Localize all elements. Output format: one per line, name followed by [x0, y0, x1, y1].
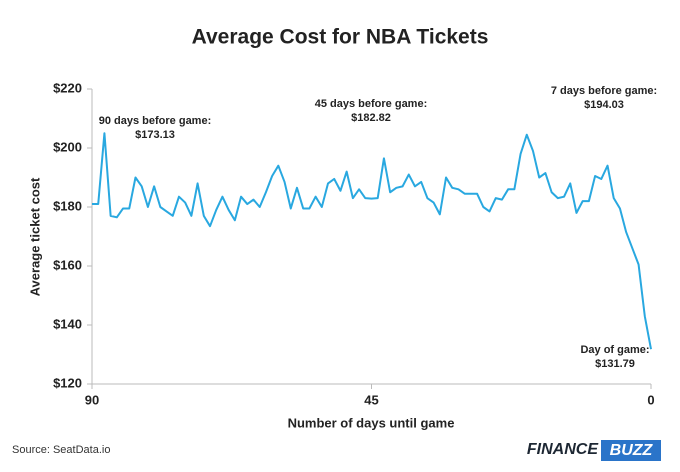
source: Source: SeatData.io: [12, 444, 110, 456]
x-tick-label: 90: [85, 392, 99, 407]
y-tick-label: $200: [53, 139, 82, 154]
y-tick-label: $160: [53, 257, 82, 272]
annotation: 7 days before game:: [551, 85, 657, 97]
logo-box: [601, 440, 661, 461]
logo: FINANCE BUZZ: [527, 440, 661, 461]
y-axis-label: Average ticket cost: [27, 177, 42, 296]
y-tick-label: $120: [53, 375, 82, 390]
annotation: Day of game:: [580, 344, 649, 356]
annotation: 45 days before game:: [315, 98, 428, 110]
y-tick-label: $140: [53, 316, 82, 331]
y-tick-label: $220: [53, 80, 82, 95]
chart-title: Average Cost for NBA Tickets: [192, 26, 489, 49]
x-tick-label: 45: [364, 392, 378, 407]
annotation: $173.13: [135, 129, 175, 141]
x-tick-label: 0: [647, 392, 654, 407]
annotation: $131.79: [595, 358, 635, 370]
x-axis-label: Number of days until game: [288, 415, 455, 430]
y-tick-label: $180: [53, 198, 82, 213]
logo-text: BUZZ: [610, 442, 654, 459]
logo-text: FINANCE: [527, 441, 599, 458]
annotation: $194.03: [584, 99, 624, 111]
annotation: 90 days before game:: [99, 115, 212, 127]
line: [92, 132, 652, 350]
annotation: $182.82: [351, 112, 391, 124]
